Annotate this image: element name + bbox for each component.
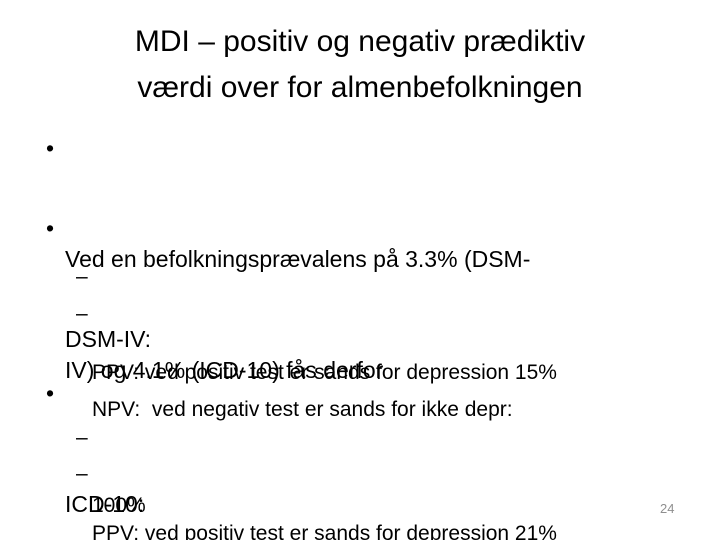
sub-bullet-dsm-ppv: – PPV: ved positiv test er sands for dep… <box>0 261 710 453</box>
sub-bullet-icd-ppv: – PPV: ved positiv test er sands for dep… <box>0 422 710 540</box>
dash-icon: – <box>76 265 88 288</box>
bullet-item-prevalence: • Ved en befolkningsprævalens på 3.3% (D… <box>0 130 710 463</box>
sub-bullet-text-line: 100% <box>92 494 146 517</box>
bullet-text-line: Ved en befolkningsprævalens på 3.3% (DSM… <box>65 246 531 272</box>
slide-title-line1: MDI – positiv og negativ prædiktiv <box>134 25 586 58</box>
slide-title-line2: værdi over for almenbefolkningen <box>137 71 583 104</box>
bullet-text-line: ICD-10: <box>65 491 145 517</box>
bullet-icon: • <box>46 135 55 161</box>
dash-icon: – <box>76 462 88 485</box>
sub-bullet-icd-npv: – NPV: ved negativ test er sands for ikk… <box>0 458 710 540</box>
sub-bullet-dsm-npv: – NPV: ved negativ test er sands for ikk… <box>0 298 710 540</box>
bullet-icon: • <box>46 215 55 241</box>
slide-title: MDI – positiv og negativ prædiktiv værdi… <box>0 19 720 111</box>
bullet-icon: • <box>46 380 55 406</box>
bullet-text-line: DSM-IV: <box>65 326 152 352</box>
sub-bullet-text-line: NPV: ved negativ test er sands for ikke … <box>92 398 513 421</box>
dash-icon: – <box>76 302 88 325</box>
sub-bullet-text-line: PPV: ved positiv test er sands for depre… <box>92 522 557 540</box>
bullet-item-icd-10: • ICD-10: <box>0 375 710 540</box>
sub-bullet-text-line: PPV: ved positiv test er sands for depre… <box>92 361 557 384</box>
bullet-item-dsm-iv: • DSM-IV: <box>0 210 710 432</box>
bullet-text-line: IV) og 4.1% (ICD-10) fås derfor <box>65 357 384 383</box>
dash-icon: – <box>76 426 88 449</box>
slide-page-number: 24 <box>660 501 675 516</box>
